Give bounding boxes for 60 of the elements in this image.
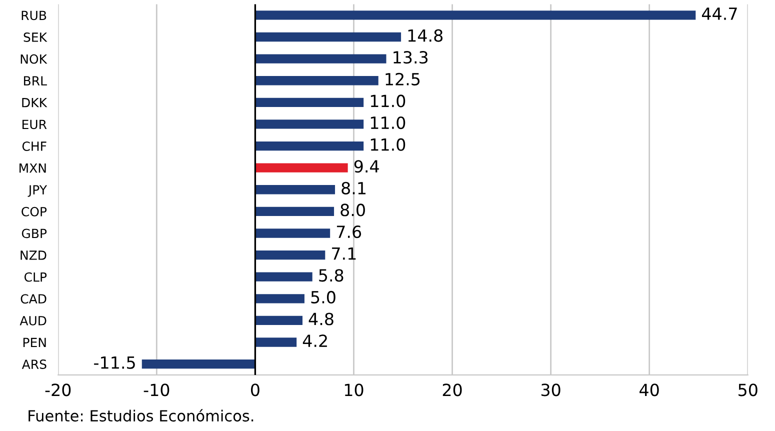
y-tick-label: SEK [24, 32, 48, 42]
y-tick-label: MXN [20, 163, 46, 173]
data-label: 5.0 [311, 290, 336, 304]
x-tick-label: 50 [738, 384, 758, 396]
data-label: 8.1 [342, 182, 366, 194]
y-tick-label: CAD [20, 294, 46, 304]
data-label: 4.2 [302, 334, 327, 347]
y-tick-label: AUD [20, 316, 46, 326]
y-tick-label: DKK [22, 98, 48, 108]
bar [255, 316, 302, 326]
data-label: 11.0 [370, 116, 406, 130]
bar [255, 228, 330, 238]
y-tick-label: EUR [22, 120, 47, 130]
bar [255, 120, 364, 129]
y-tick-label: COP [22, 206, 47, 216]
data-label: 11.0 [370, 94, 406, 108]
bar [255, 163, 348, 172]
x-tick-label: -10 [144, 384, 170, 396]
x-tick-label: -20 [45, 384, 71, 396]
x-tick-label: 20 [442, 384, 462, 396]
bar [255, 32, 402, 42]
data-label: 9.4 [354, 160, 379, 173]
x-tick-label: 30 [541, 384, 560, 396]
data-label: 14.8 [408, 29, 443, 42]
data-label: 8.0 [340, 204, 365, 216]
bar [255, 10, 696, 20]
y-tick-label: ARS [22, 360, 46, 369]
data-label: 13.3 [394, 51, 428, 64]
y-tick-label: NOK [20, 54, 48, 64]
x-tick-label: 10 [344, 384, 364, 396]
bar [142, 359, 256, 369]
bar [255, 185, 336, 194]
x-tick-label: 40 [640, 384, 659, 396]
bar [255, 272, 312, 282]
data-label: 7.6 [336, 225, 362, 238]
data-label: 5.8 [319, 269, 344, 282]
x-tick-label: 0 [250, 384, 260, 396]
bar [255, 294, 304, 304]
data-label: 4.8 [308, 312, 334, 326]
data-label: 44.7 [702, 8, 737, 20]
bar [255, 250, 326, 260]
data-label: -11.5 [94, 356, 135, 369]
y-tick-label: BRL [24, 76, 47, 86]
source-note: Fuente: Estudios Económicos. [28, 409, 254, 422]
y-tick-label: CLP [24, 272, 47, 282]
y-tick-label: JPY [28, 185, 48, 197]
data-label: 11.0 [370, 138, 406, 151]
bar [255, 54, 386, 64]
data-label: 7.1 [332, 248, 356, 260]
bar [255, 206, 334, 216]
data-label: 12.5 [386, 72, 420, 86]
bar [255, 338, 297, 347]
y-tick-label: CHF [22, 142, 46, 151]
y-tick-label: RUB [22, 10, 46, 20]
bar [255, 76, 378, 86]
y-tick-label: GBP [22, 228, 47, 238]
y-tick-label: NZD [20, 250, 46, 260]
y-tick-label: PEN [23, 338, 46, 348]
bar [255, 98, 364, 108]
bar [255, 141, 364, 151]
